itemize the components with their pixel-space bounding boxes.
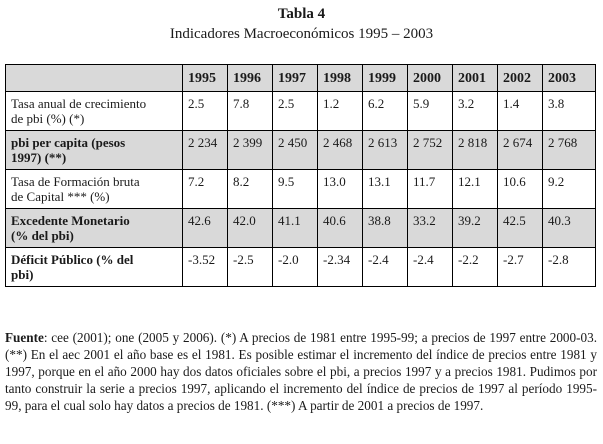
row-label-line: pbi per capita (pesos (11, 135, 126, 150)
table-cell: 2 234 (182, 130, 228, 170)
table-cell: -2.4 (407, 247, 453, 287)
table-cell: 2 674 (497, 130, 543, 170)
row-label-line: pbi) (11, 267, 34, 282)
table-cell: 33.2 (407, 208, 453, 248)
row-label: Déficit Público (% del pbi) (5, 247, 183, 287)
table-cell: 42.0 (227, 208, 273, 248)
year-header: 2000 (407, 64, 453, 92)
year-header: 1995 (182, 64, 228, 92)
table-cell: 2 468 (317, 130, 363, 170)
table-cell: 2 818 (452, 130, 498, 170)
table-cell: 40.3 (542, 208, 596, 248)
row-label-line: 1997) (**) (11, 150, 67, 165)
table-cell: 7.2 (182, 169, 228, 209)
table-row: Tasa de Formación bruta de Capital *** (… (5, 169, 596, 209)
table-cell: 42.5 (497, 208, 543, 248)
row-label: pbi per capita (pesos 1997) (**) (5, 130, 183, 170)
indicators-table: 1995 1996 1997 1998 1999 2000 2001 2002 … (5, 64, 596, 287)
table-cell: 5.9 (407, 91, 453, 131)
table-cell: 9.2 (542, 169, 596, 209)
year-header: 2001 (452, 64, 498, 92)
year-header: 1997 (272, 64, 318, 92)
table-cell: 11.7 (407, 169, 453, 209)
row-label-line: Tasa anual de crecimiento (11, 96, 147, 111)
row-label-line: Déficit Público (% del (11, 252, 134, 267)
table-cell: 3.2 (452, 91, 498, 131)
row-label-line: de pbi (%) (*) (11, 111, 85, 126)
table-row: Tasa anual de crecimiento de pbi (%) (*)… (5, 91, 596, 131)
table-row: pbi per capita (pesos 1997) (**) 2 234 2… (5, 130, 596, 170)
table-cell: 12.1 (452, 169, 498, 209)
row-label-line: Tasa de Formación bruta (11, 174, 140, 189)
row-label: Tasa de Formación bruta de Capital *** (… (5, 169, 183, 209)
table-cell: 2 768 (542, 130, 596, 170)
table-cell: 6.2 (362, 91, 408, 131)
table-cell: -2.4 (362, 247, 408, 287)
table-cell: 9.5 (272, 169, 318, 209)
table-cell: -2.8 (542, 247, 596, 287)
table-cell: 2.5 (272, 91, 318, 131)
table-cell: -2.2 (452, 247, 498, 287)
table-cell: 2 450 (272, 130, 318, 170)
table-cell: 13.0 (317, 169, 363, 209)
year-header: 1996 (227, 64, 273, 92)
table-cell: 38.8 (362, 208, 408, 248)
table-cell: -3.52 (182, 247, 228, 287)
table-cell: 2 613 (362, 130, 408, 170)
table-cell: -2.7 (497, 247, 543, 287)
row-label-line: Excedente Monetario (11, 213, 130, 228)
table-cell: 7.8 (227, 91, 273, 131)
row-label: Excedente Monetario (% del pbi) (5, 208, 183, 248)
table-cell: 1.2 (317, 91, 363, 131)
table-cell: -2.34 (317, 247, 363, 287)
table-cell: 41.1 (272, 208, 318, 248)
year-header: 1998 (317, 64, 363, 92)
row-label-line: (% del pbi) (11, 228, 74, 243)
table-subtitle: Indicadores Macroeconómicos 1995 – 2003 (169, 26, 434, 42)
header-row: 1995 1996 1997 1998 1999 2000 2001 2002 … (5, 64, 596, 92)
table-cell: 42.6 (182, 208, 228, 248)
table-cell: 8.2 (227, 169, 273, 209)
table-cell: 1.4 (497, 91, 543, 131)
table-cell: 2 399 (227, 130, 273, 170)
table-title: Tabla 4 (277, 6, 326, 22)
table-cell: 2.5 (182, 91, 228, 131)
table-cell: -2.0 (272, 247, 318, 287)
table-row: Déficit Público (% del pbi) -3.52 -2.5 -… (5, 247, 596, 287)
year-header: 2002 (497, 64, 543, 92)
source-label: Fuente (5, 330, 44, 345)
table-cell: 2 752 (407, 130, 453, 170)
table-cell: -2.5 (227, 247, 273, 287)
row-label-line: de Capital *** (%) (11, 189, 110, 204)
header-corner (5, 64, 183, 92)
table-cell: 10.6 (497, 169, 543, 209)
table-cell: 39.2 (452, 208, 498, 248)
year-header: 1999 (362, 64, 408, 92)
table-cell: 3.8 (542, 91, 596, 131)
table-row: Excedente Monetario (% del pbi) 42.6 42.… (5, 208, 596, 248)
source-text: : cee (2001); one (2005 y 2006). (*) A p… (5, 330, 597, 413)
source-note: Fuente: cee (2001); one (2005 y 2006). (… (5, 329, 597, 414)
row-label: Tasa anual de crecimiento de pbi (%) (*) (5, 91, 183, 131)
year-header: 2003 (542, 64, 596, 92)
table-cell: 13.1 (362, 169, 408, 209)
table-cell: 40.6 (317, 208, 363, 248)
